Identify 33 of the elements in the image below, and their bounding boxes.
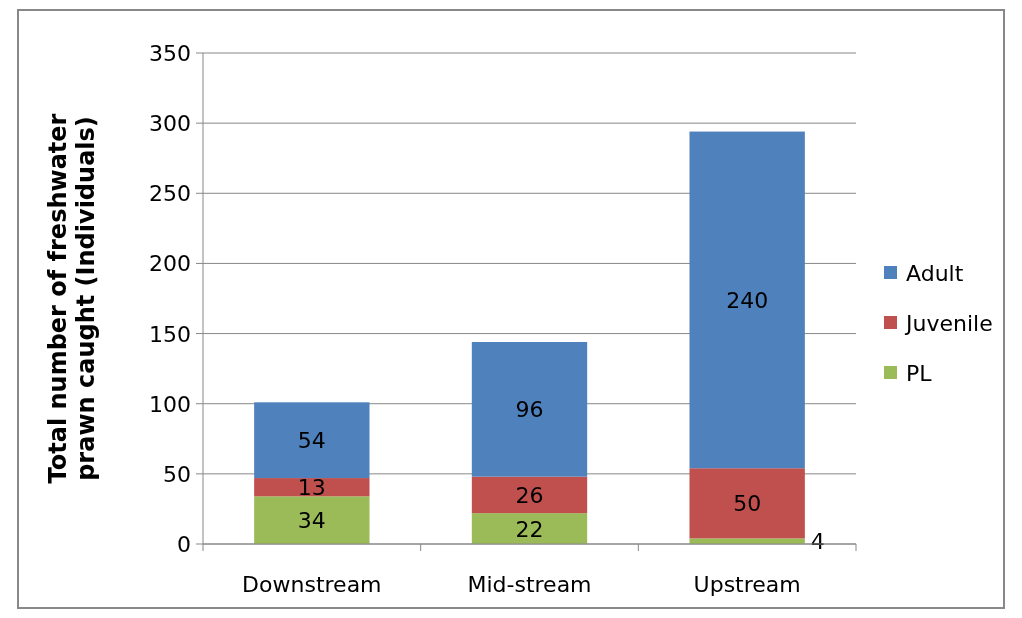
data-label: 240 — [726, 287, 769, 313]
bar — [254, 402, 370, 479]
legend-label: Juvenile — [904, 311, 993, 336]
x-tick-label: Downstream — [242, 572, 382, 597]
bar — [689, 131, 805, 469]
data-label: 13 — [297, 475, 326, 501]
y-tick-label: 350 — [149, 41, 191, 66]
data-label: 34 — [297, 508, 326, 534]
legend-label: PL — [906, 361, 933, 386]
bar — [254, 496, 370, 544]
data-label: 54 — [297, 428, 326, 454]
data-label: 4 — [810, 529, 825, 555]
bar — [689, 538, 805, 544]
bar — [254, 478, 370, 497]
y-tick-label: 150 — [149, 321, 191, 347]
bar — [689, 468, 805, 539]
data-label: 50 — [733, 491, 762, 517]
data-label: 22 — [515, 516, 544, 542]
data-label: 96 — [515, 397, 544, 423]
bar — [471, 341, 588, 477]
y-tick-label: 200 — [149, 251, 191, 277]
legend-label: Adult — [906, 261, 964, 286]
y-tick-label: 250 — [149, 181, 191, 207]
bar — [471, 513, 588, 544]
x-tick-label: Upstream — [693, 572, 801, 597]
data-label: 26 — [515, 482, 544, 508]
y-tick-label: 50 — [163, 461, 191, 487]
x-tick-label: Mid-stream — [467, 572, 592, 597]
y-tick-label: 100 — [149, 391, 191, 417]
bar — [471, 476, 588, 514]
y-tick-label: 0 — [177, 532, 191, 557]
y-axis-title: Total number of freshwater prawn caught (Individuals) — [44, 113, 100, 484]
y-tick-label: 300 — [149, 111, 191, 137]
